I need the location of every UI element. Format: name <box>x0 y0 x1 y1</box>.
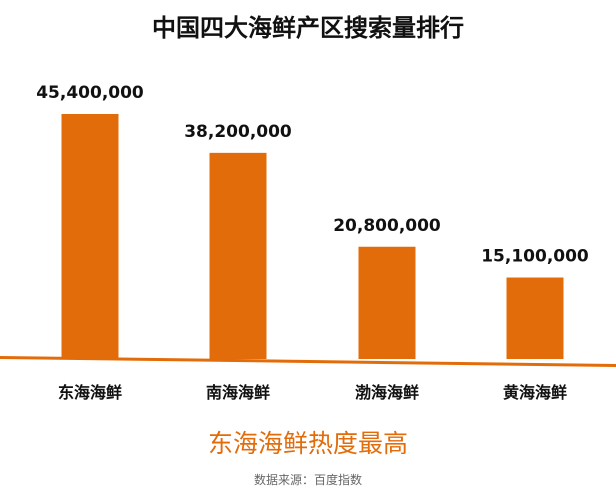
data-label-2: 38,200,000 <box>184 122 292 142</box>
chart-title: 中国四大海鲜产区搜索量排行 <box>152 14 464 42</box>
bar-4 <box>506 277 564 359</box>
data-label-1: 45,400,000 <box>36 83 144 103</box>
x-tick-label-2: 南海海鲜 <box>206 383 270 402</box>
x-axis-line <box>0 356 616 367</box>
x-tick-label-4: 黄海海鲜 <box>503 383 567 402</box>
bar-1 <box>61 114 119 359</box>
x-tick-label-3: 渤海海鲜 <box>355 383 419 402</box>
data-label-4: 15,100,000 <box>481 247 589 267</box>
bar-3 <box>358 246 416 359</box>
data-label-3: 20,800,000 <box>333 216 441 236</box>
data-source: 数据来源：百度指数 <box>253 473 362 487</box>
x-tick-label-1: 东海海鲜 <box>58 383 122 402</box>
bar-2 <box>209 152 267 359</box>
chart-annotation: 东海海鲜热度最高 <box>207 429 408 458</box>
